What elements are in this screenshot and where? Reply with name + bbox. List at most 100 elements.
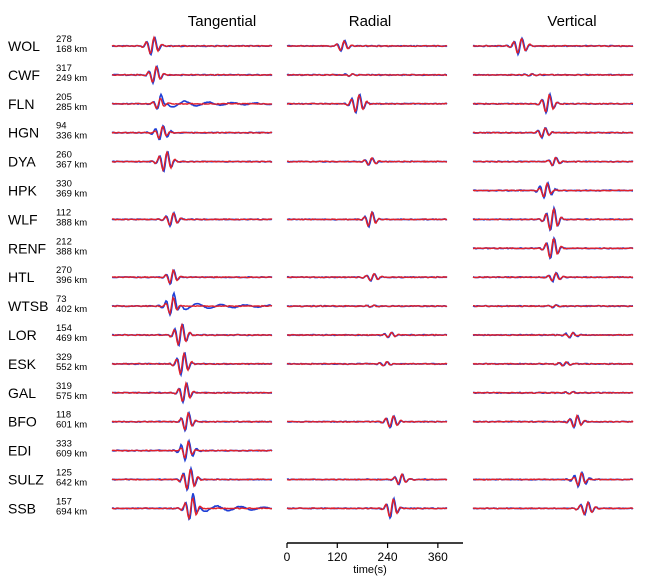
- trace-cwf-radial-red: [286, 73, 448, 77]
- trace-sulz-vertical-red: [473, 472, 634, 487]
- station-azimuth: 73: [56, 294, 67, 305]
- trace-esk-tangential-red: [111, 351, 273, 376]
- station-name-wlf: WLF: [8, 211, 38, 227]
- station-azimuth: 118: [56, 410, 71, 421]
- trace-wol-vertical-red: [472, 37, 634, 54]
- station-azimuth: 319: [56, 381, 72, 392]
- station-azimuth: 333: [56, 439, 72, 450]
- trace-bfo-tangential-red: [111, 411, 272, 432]
- station-distance: 601 km: [56, 420, 87, 431]
- trace-hgn-tangential-red: [111, 125, 273, 140]
- column-title-tangential: Tangential: [188, 13, 256, 30]
- trace-gal-tangential-red: [112, 381, 273, 402]
- trace-cwf-vertical-red: [472, 73, 634, 77]
- trace-lor-vertical-red: [472, 331, 634, 339]
- station-name-fln: FLN: [8, 96, 34, 112]
- trace-wlf-radial-red: [286, 210, 448, 228]
- time-axis: 0 120 240 360 time(s): [284, 542, 463, 576]
- station-distance: 402 km: [56, 304, 87, 315]
- station-azimuth: 154: [56, 323, 72, 334]
- trace-wtsb-radial-red: [286, 304, 448, 308]
- station-distance: 285 km: [56, 102, 87, 113]
- trace-wlf-vertical-red: [472, 207, 634, 232]
- station-distance: 396 km: [56, 275, 87, 286]
- x-axis-title: time(s): [353, 564, 387, 576]
- station-distance: 168 km: [56, 44, 87, 55]
- trace-lor-tangential-red: [111, 322, 272, 347]
- trace-lor-radial-red: [287, 331, 448, 338]
- station-name-renf: RENF: [8, 240, 46, 256]
- trace-cwf-tangential-red: [111, 65, 273, 83]
- trace-ssb-tangential-red: [111, 497, 273, 521]
- station-azimuth: 212: [56, 236, 72, 247]
- station-distance: 388 km: [56, 246, 87, 257]
- trace-wlf-tangential-red: [111, 212, 273, 226]
- trace-dya-radial-red: [286, 156, 448, 166]
- column-titles: Tangential Radial Vertical: [188, 13, 597, 30]
- station-name-gal: GAL: [8, 385, 36, 401]
- station-distance: 609 km: [56, 449, 87, 460]
- station-azimuth: 94: [56, 121, 67, 132]
- station-azimuth: 329: [56, 352, 72, 363]
- trace-htl-radial-red: [286, 272, 448, 282]
- trace-fln-tangential-red: [111, 97, 273, 109]
- trace-wtsb-vertical-red: [473, 304, 634, 309]
- trace-hgn-vertical-red: [472, 127, 634, 138]
- trace-gal-vertical-red: [472, 391, 634, 395]
- trace-edi-tangential-red: [111, 440, 273, 460]
- station-distance: 249 km: [56, 73, 87, 84]
- trace-dya-tangential-red: [111, 150, 273, 173]
- station-azimuth: 157: [56, 496, 72, 507]
- trace-esk-radial-red: [286, 360, 448, 367]
- station-azimuth: 205: [56, 92, 72, 103]
- x-tick-label: 0: [284, 550, 291, 564]
- station-name-hgn: HGN: [8, 125, 39, 141]
- station-distance: 469 km: [56, 333, 87, 344]
- trace-fln-radial-red: [286, 93, 447, 113]
- station-name-dya: DYA: [8, 154, 36, 170]
- trace-fln-vertical-red: [472, 93, 633, 113]
- trace-bfo-vertical-red: [472, 413, 634, 428]
- seismogram-traces: [111, 35, 634, 521]
- column-title-vertical: Vertical: [547, 13, 596, 30]
- trace-htl-vertical-red: [472, 272, 634, 282]
- trace-wtsb-tangential-blue: [111, 290, 273, 318]
- station-name-htl: HTL: [8, 269, 35, 285]
- station-distance: 388 km: [56, 217, 87, 228]
- station-azimuth: 260: [56, 150, 72, 161]
- trace-ssb-tangential-blue: [111, 493, 272, 521]
- station-distance: 694 km: [56, 506, 87, 517]
- station-name-edi: EDI: [8, 443, 31, 459]
- station-name-hpk: HPK: [8, 183, 37, 199]
- column-title-radial: Radial: [349, 13, 392, 30]
- trace-htl-tangential-red: [111, 268, 273, 285]
- station-distance: 642 km: [56, 478, 87, 489]
- x-tick-label: 360: [428, 550, 448, 564]
- station-name-wol: WOL: [8, 38, 40, 54]
- station-name-lor: LOR: [8, 327, 37, 343]
- station-name-ssb: SSB: [8, 500, 36, 516]
- trace-wol-tangential-red: [111, 35, 273, 55]
- trace-fln-tangential-blue: [112, 92, 273, 111]
- station-distance: 367 km: [56, 160, 87, 171]
- trace-renf-vertical-red: [472, 238, 634, 259]
- x-tick-label: 240: [378, 550, 398, 564]
- station-azimuth: 112: [56, 207, 71, 218]
- station-azimuth: 278: [56, 34, 72, 45]
- station-azimuth: 270: [56, 265, 72, 276]
- station-name-wtsb: WTSB: [8, 298, 48, 314]
- station-name-cwf: CWF: [8, 67, 40, 83]
- station-azimuth: 317: [56, 63, 72, 74]
- trace-ssb-vertical-red: [472, 500, 634, 516]
- trace-sulz-radial-red: [286, 472, 448, 486]
- station-distance: 369 km: [56, 189, 87, 200]
- trace-bfo-radial-red: [287, 415, 448, 428]
- trace-dya-vertical-red: [472, 157, 634, 167]
- station-distance: 552 km: [56, 362, 87, 373]
- x-tick-label: 120: [327, 550, 347, 564]
- station-name-sulz: SULZ: [8, 472, 44, 488]
- trace-hpk-vertical-red: [472, 182, 634, 198]
- station-distance: 575 km: [56, 391, 87, 402]
